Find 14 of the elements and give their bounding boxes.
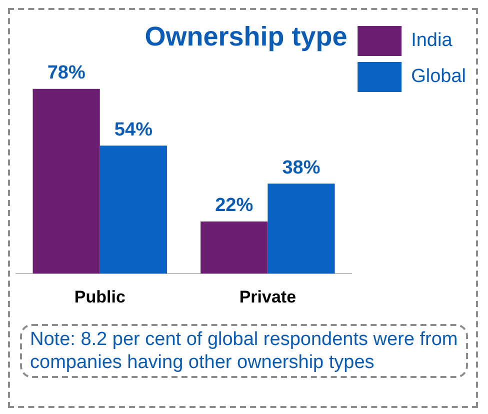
chart-title: Ownership type bbox=[144, 22, 348, 52]
bar bbox=[268, 184, 335, 274]
legend-label: India bbox=[411, 30, 453, 52]
bar bbox=[200, 221, 268, 274]
data-label: 54% bbox=[114, 119, 153, 140]
text: Note: 8.2 per cent of global respondents were from companies having other ownership types bbox=[20, 324, 468, 378]
data-label: 22% bbox=[215, 195, 254, 216]
bar bbox=[100, 146, 168, 274]
x-tick-label: Public bbox=[74, 287, 126, 306]
data-label: 78% bbox=[47, 62, 86, 84]
data-label: 38% bbox=[282, 157, 320, 178]
x-tick-label: Private bbox=[239, 287, 296, 306]
legend-label: Global bbox=[411, 66, 466, 88]
bar bbox=[32, 88, 100, 274]
